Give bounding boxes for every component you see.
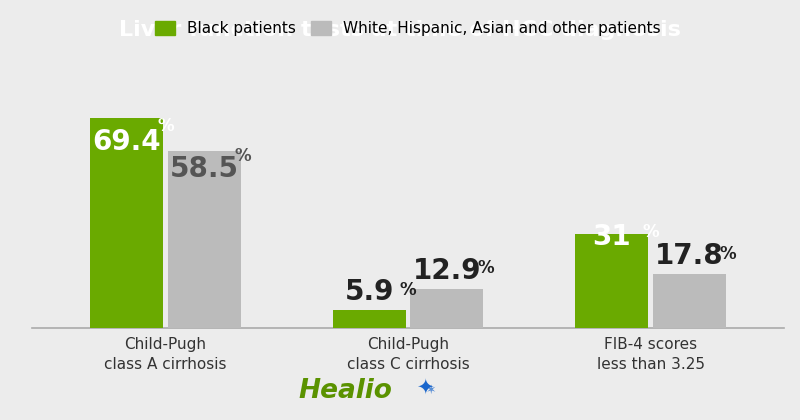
Text: %: % (642, 223, 659, 241)
Text: %: % (400, 281, 416, 299)
Text: 69.4: 69.4 (92, 128, 161, 156)
Bar (653, 274, 726, 328)
Text: ✦: ✦ (416, 378, 434, 398)
Bar (168, 151, 241, 328)
Bar (575, 234, 648, 328)
Text: 31: 31 (593, 223, 631, 251)
Text: %: % (720, 244, 737, 262)
Text: %: % (478, 260, 494, 278)
Text: Liver function tests at time of HCC diagnosis: Liver function tests at time of HCC diag… (119, 21, 681, 40)
Text: %: % (234, 147, 251, 165)
Text: Healio: Healio (298, 378, 392, 404)
Bar (333, 310, 406, 328)
Text: 12.9: 12.9 (413, 257, 481, 285)
Bar (410, 289, 483, 328)
Text: 58.5: 58.5 (170, 155, 238, 183)
Text: 5.9: 5.9 (345, 278, 394, 306)
Text: 17.8: 17.8 (655, 242, 724, 270)
Legend: Black patients, White, Hispanic, Asian and other patients: Black patients, White, Hispanic, Asian a… (152, 18, 664, 39)
Bar (90, 118, 163, 328)
Text: ✶: ✶ (426, 384, 437, 397)
Text: %: % (157, 117, 174, 135)
